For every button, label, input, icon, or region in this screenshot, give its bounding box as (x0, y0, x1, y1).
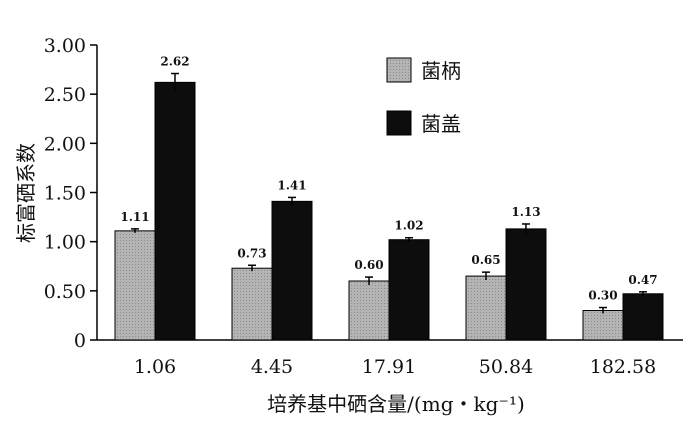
x-tick-label: 1.06 (134, 356, 176, 378)
legend: 菌柄 菌盖 (386, 57, 461, 136)
bar-stem (465, 275, 507, 341)
bar-cap (622, 293, 664, 341)
data-label: 2.62 (160, 55, 189, 69)
data-label: 0.73 (237, 246, 266, 260)
y-axis-title: 标富硒系数 (14, 143, 38, 243)
data-label: 0.47 (628, 273, 657, 287)
bars: 1.11 0.73 0.60 0.65 0.30 2.62 1.41 1.02 1.13 0.47 (114, 55, 664, 341)
data-label: 0.60 (354, 258, 383, 272)
x-axis-title: 培养基中硒含量/(mg・kg⁻¹) (267, 392, 525, 416)
legend-swatch-cap (386, 110, 412, 136)
y-tick-label: 0 (74, 330, 86, 352)
legend-label-stem: 菌柄 (421, 59, 461, 83)
bar-stem (114, 230, 156, 341)
bar-cap (505, 228, 547, 341)
bar-stem (582, 310, 624, 341)
x-tick-label: 50.84 (479, 356, 533, 378)
x-tick-label: 4.45 (251, 356, 293, 378)
bar-cap (271, 200, 313, 341)
data-label: 0.65 (471, 253, 500, 267)
data-label: 1.11 (120, 210, 149, 224)
bar-cap (388, 239, 430, 341)
bar-cap (154, 81, 196, 341)
y-ticks: 0 0.50 1.00 1.50 2.00 2.50 3.00 (44, 35, 97, 352)
x-ticks: 1.06 4.45 17.91 50.84 182.58 (134, 356, 656, 378)
legend-swatch-stem (386, 57, 412, 83)
y-tick-label: 1.50 (44, 183, 86, 205)
x-tick-label: 17.91 (362, 356, 416, 378)
data-label: 0.30 (588, 289, 617, 303)
data-label: 1.13 (511, 205, 540, 219)
legend-label-cap: 菌盖 (421, 112, 461, 136)
x-tick-label: 182.58 (590, 356, 656, 378)
y-tick-label: 3.00 (44, 35, 86, 57)
data-label: 1.02 (394, 219, 423, 233)
y-tick-label: 1.00 (44, 232, 86, 254)
bar-stem (231, 267, 273, 341)
y-tick-label: 0.50 (44, 281, 86, 303)
bar-stem (348, 280, 390, 341)
y-tick-label: 2.00 (44, 133, 86, 155)
data-label: 1.41 (277, 178, 306, 192)
y-tick-label: 2.50 (44, 84, 86, 106)
